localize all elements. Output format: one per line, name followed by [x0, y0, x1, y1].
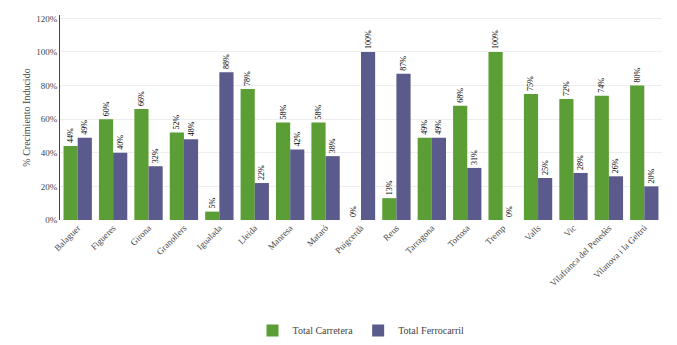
svg-text:25%: 25%	[541, 160, 550, 175]
svg-text:Valls: Valls	[523, 223, 543, 243]
svg-text:Reus: Reus	[381, 223, 401, 243]
svg-text:66%: 66%	[137, 91, 146, 106]
svg-text:Total Ferrocarril: Total Ferrocarril	[398, 325, 464, 336]
svg-text:75%: 75%	[526, 76, 535, 91]
svg-text:20%: 20%	[41, 182, 58, 192]
svg-text:88%: 88%	[222, 54, 231, 69]
svg-text:49%: 49%	[434, 120, 443, 135]
svg-text:100%: 100%	[364, 30, 373, 49]
svg-text:87%: 87%	[399, 56, 408, 71]
svg-text:Vilafranca del Penedès: Vilafranca del Penedès	[548, 223, 614, 289]
svg-text:60%: 60%	[41, 114, 58, 124]
svg-text:52%: 52%	[172, 115, 181, 130]
svg-text:Vilanova i la Geltrú: Vilanova i la Geltrú	[591, 223, 649, 281]
svg-text:49%: 49%	[80, 120, 89, 135]
svg-text:Manresa: Manresa	[266, 223, 295, 252]
svg-text:Balaguer: Balaguer	[52, 223, 82, 253]
svg-text:Figueres: Figueres	[89, 223, 118, 252]
svg-text:26%: 26%	[611, 158, 620, 173]
svg-text:20%: 20%	[647, 168, 656, 183]
svg-text:120%: 120%	[36, 14, 58, 24]
svg-text:13%: 13%	[385, 180, 394, 195]
svg-text:28%: 28%	[576, 155, 585, 170]
svg-text:32%: 32%	[151, 148, 160, 163]
svg-text:0%: 0%	[349, 206, 358, 217]
svg-text:Tremp: Tremp	[483, 223, 507, 247]
svg-text:40%: 40%	[116, 135, 125, 150]
svg-text:Igualada: Igualada	[195, 223, 224, 252]
svg-text:40%: 40%	[41, 148, 58, 158]
svg-text:60%: 60%	[102, 101, 111, 116]
svg-text:Lleida: Lleida	[236, 223, 259, 246]
svg-text:72%: 72%	[562, 81, 571, 96]
svg-text:Mataró: Mataró	[305, 223, 331, 249]
svg-text:22%: 22%	[257, 165, 266, 180]
svg-text:68%: 68%	[456, 88, 465, 103]
svg-text:42%: 42%	[293, 131, 302, 146]
svg-text:80%: 80%	[41, 81, 58, 91]
svg-text:0%: 0%	[45, 215, 58, 225]
svg-text:Girona: Girona	[128, 223, 153, 248]
svg-text:44%: 44%	[66, 128, 75, 143]
svg-text:49%: 49%	[420, 120, 429, 135]
svg-text:48%: 48%	[187, 121, 196, 136]
svg-text:58%: 58%	[314, 105, 323, 120]
svg-text:58%: 58%	[279, 105, 288, 120]
svg-text:31%: 31%	[470, 150, 479, 165]
svg-text:Vic: Vic	[562, 223, 578, 239]
svg-text:Tarragona: Tarragona	[404, 223, 437, 256]
svg-text:100%: 100%	[36, 47, 58, 57]
svg-text:38%: 38%	[328, 138, 337, 153]
svg-text:78%: 78%	[243, 71, 252, 86]
svg-text:0%: 0%	[505, 206, 514, 217]
svg-text:Tortosa: Tortosa	[446, 223, 472, 249]
svg-text:% Crecimiento Inducido: % Crecimiento Inducido	[21, 68, 32, 166]
svg-text:Granollers: Granollers	[155, 223, 189, 257]
svg-text:80%: 80%	[633, 68, 642, 83]
svg-text:74%: 74%	[597, 78, 606, 93]
svg-text:Total Carretera: Total Carretera	[293, 325, 354, 336]
svg-text:5%: 5%	[208, 198, 217, 209]
svg-text:Puigcerdà: Puigcerdà	[333, 223, 366, 256]
svg-text:100%: 100%	[491, 30, 500, 49]
